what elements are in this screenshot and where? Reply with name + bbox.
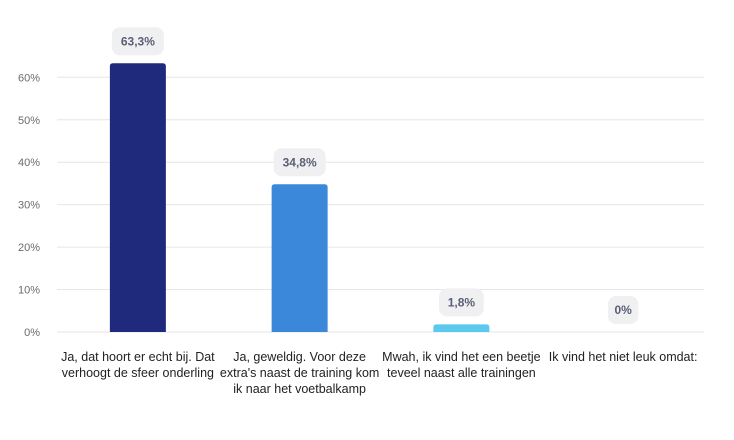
bar: [433, 324, 490, 332]
y-tick-label: 10%: [18, 285, 40, 297]
value-labels: 63,3% 34,8% 1,8% 0%: [111, 27, 639, 324]
value-label: 34,8%: [283, 155, 317, 169]
bar: [271, 184, 328, 332]
y-tick-label: 50%: [18, 115, 40, 127]
y-axis-ticks: 0% 10% 20% 30% 40% 50% 60%: [18, 72, 40, 339]
category-label: Mwah, ik vind het een beetje teveel naas…: [382, 350, 541, 380]
y-tick-label: 0%: [24, 327, 40, 339]
bar: [109, 63, 166, 332]
value-label: 63,3%: [121, 34, 155, 48]
value-label-pill: [273, 148, 326, 177]
value-label-pill: [438, 288, 484, 317]
value-label: 1,8%: [448, 295, 476, 309]
y-tick-label: 60%: [18, 72, 40, 84]
category-label: Ja, geweldig. Voor deze extra's naast de…: [219, 350, 380, 396]
category-label: Ja, dat hoort er echt bij. Dat verhoogt …: [61, 350, 215, 380]
y-tick-label: 40%: [18, 157, 40, 169]
y-tick-label: 20%: [18, 242, 40, 254]
bars: [109, 63, 490, 332]
value-label-pill: [607, 296, 639, 324]
y-tick-label: 30%: [18, 200, 40, 212]
value-label-pill: [111, 27, 164, 56]
category-label: Ik vind het niet leuk omdat:: [548, 350, 698, 364]
value-label: 0%: [614, 303, 632, 317]
